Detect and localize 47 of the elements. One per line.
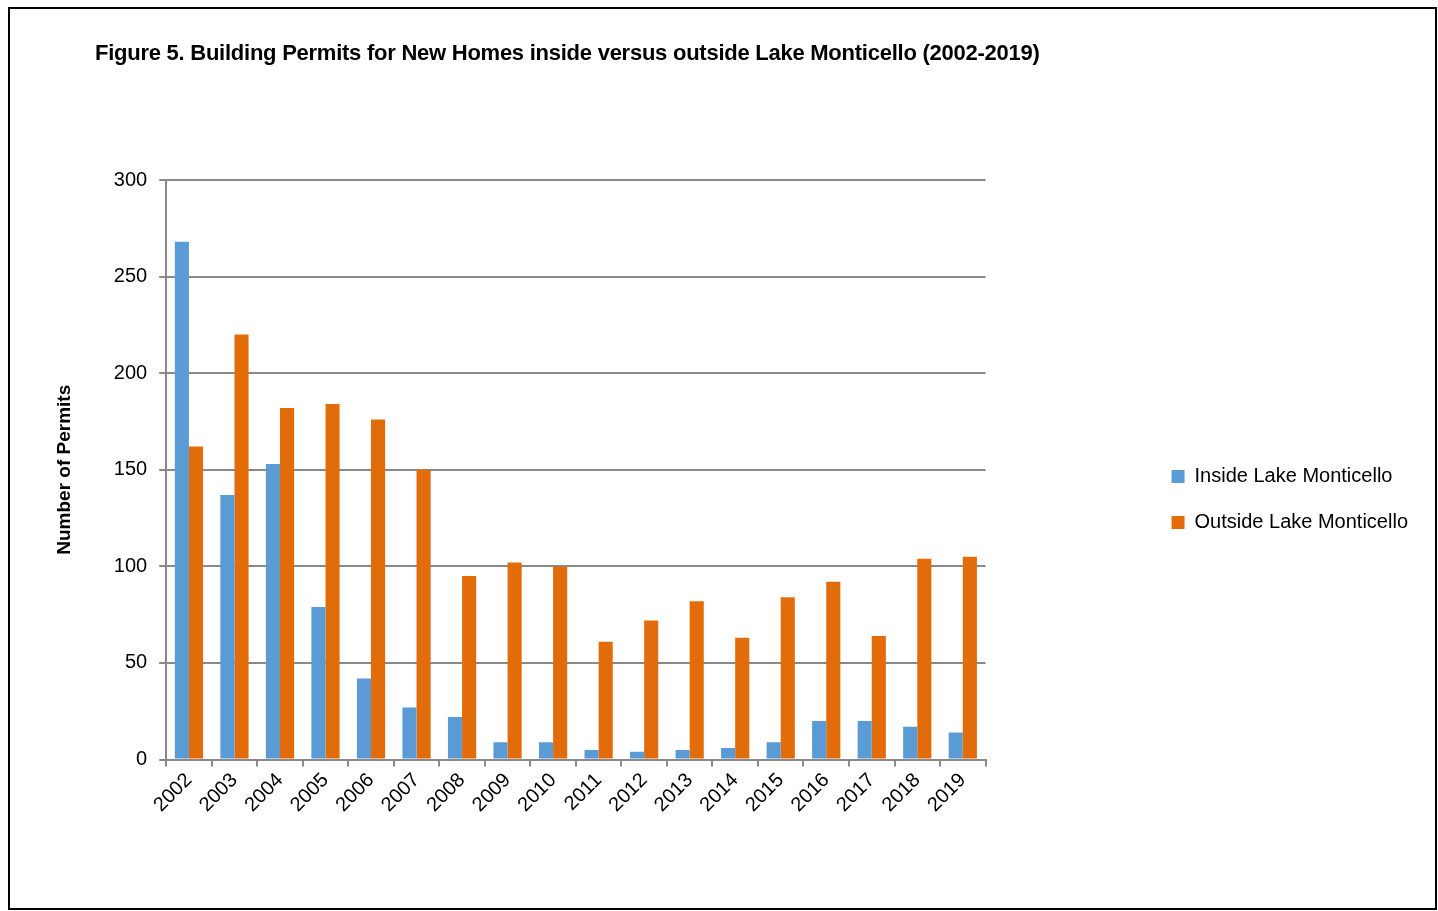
bar <box>584 749 599 759</box>
bar <box>721 747 736 759</box>
bar <box>948 732 963 759</box>
bar <box>279 407 295 759</box>
bar <box>675 749 690 759</box>
bar <box>174 241 189 759</box>
bar <box>462 576 477 759</box>
bar <box>220 494 235 759</box>
legend-label: Outside Lake Monticello <box>1194 510 1409 533</box>
bar <box>812 720 827 759</box>
bar <box>356 678 372 759</box>
y-tick-label: 100 <box>113 553 148 576</box>
bar <box>903 726 918 759</box>
bar <box>962 556 977 759</box>
y-tick-label: 0 <box>136 747 148 770</box>
bar <box>871 635 886 759</box>
bar <box>188 446 204 759</box>
legend-label: Inside Lake Monticello <box>1194 464 1393 487</box>
bar <box>780 597 795 759</box>
y-tick-label: 150 <box>113 457 148 480</box>
bar <box>325 404 340 759</box>
y-tick-label: 50 <box>124 650 148 673</box>
bar <box>416 469 431 759</box>
bar <box>735 637 750 759</box>
bar <box>493 742 508 759</box>
bar <box>644 620 659 759</box>
bar <box>553 566 568 759</box>
bar <box>402 707 417 759</box>
chart-title: Figure 5. Building Permits for New Homes inside versus outside Lake Monticello (2002-2019) <box>95 40 1040 66</box>
bar <box>917 558 932 759</box>
bar <box>766 742 781 759</box>
bar <box>598 641 613 759</box>
bar <box>538 742 554 759</box>
bar <box>371 419 386 759</box>
y-tick-label: 300 <box>113 167 148 190</box>
bar <box>311 606 326 759</box>
bar <box>507 562 522 759</box>
bar <box>447 717 463 759</box>
bar <box>689 601 704 759</box>
bar <box>234 334 249 759</box>
y-axis-title: Number of Permits <box>52 384 74 555</box>
bar <box>265 463 280 759</box>
y-tick-label: 200 <box>113 360 148 383</box>
bar <box>857 720 872 759</box>
bar <box>826 581 841 759</box>
y-tick-label: 250 <box>113 264 148 287</box>
bar <box>630 751 645 759</box>
